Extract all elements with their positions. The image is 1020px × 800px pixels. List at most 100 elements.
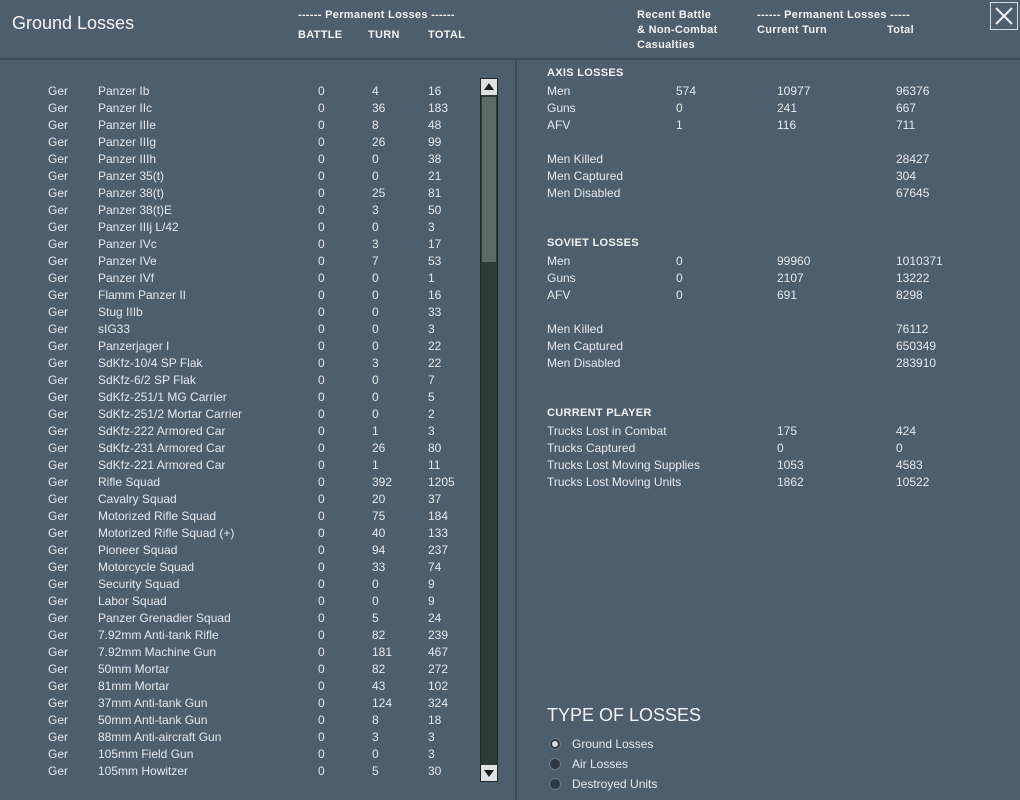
unit-name: Panzer IVf xyxy=(98,271,155,285)
total-losses: 467 xyxy=(428,645,449,659)
unit-name: Motorized Rifle Squad (+) xyxy=(98,526,235,540)
turn-losses: 0 xyxy=(372,339,379,353)
total-losses: 3 xyxy=(428,424,435,438)
total-losses: 4583 xyxy=(896,458,923,472)
total-losses: 2 xyxy=(428,407,435,421)
total-losses: 5 xyxy=(428,390,435,404)
recent-losses: 574 xyxy=(676,84,697,98)
loss-label: AFV xyxy=(547,118,571,132)
battle-losses: 0 xyxy=(318,424,325,438)
battle-losses: 0 xyxy=(318,237,325,251)
unit-name: Pioneer Squad xyxy=(98,543,178,557)
detail-label: Men Disabled xyxy=(547,186,621,200)
total-losses: 10522 xyxy=(896,475,930,489)
unit-name: Panzer 35(t) xyxy=(98,169,165,183)
turn-losses: 94 xyxy=(372,543,386,557)
nation: Ger xyxy=(48,611,69,625)
divider xyxy=(515,60,517,800)
close-icon xyxy=(995,7,1013,25)
option-label[interactable]: Destroyed Units xyxy=(572,777,658,791)
battle-losses: 0 xyxy=(318,509,325,523)
turn-losses: 0 xyxy=(372,390,379,404)
total-losses: 239 xyxy=(428,628,449,642)
battle-losses: 0 xyxy=(318,645,325,659)
column-header: Recent Battle xyxy=(637,9,712,21)
unit-name: 88mm Anti-aircraft Gun xyxy=(98,730,222,744)
turn-losses: 691 xyxy=(777,288,798,302)
detail-total: 283910 xyxy=(896,356,937,370)
unit-name: SdKfz-221 Armored Car xyxy=(98,458,226,472)
unit-name: Rifle Squad xyxy=(98,475,161,489)
section-title: CURRENT PLAYER xyxy=(547,407,652,419)
unit-name: 81mm Mortar xyxy=(98,679,170,693)
battle-losses: 0 xyxy=(318,492,325,506)
loss-label: Guns xyxy=(547,101,576,115)
total-losses: 667 xyxy=(896,101,917,115)
unit-name: 37mm Anti-tank Gun xyxy=(98,696,208,710)
unit-name: 105mm Field Gun xyxy=(98,747,194,761)
radio-button[interactable] xyxy=(549,778,561,790)
unit-name: 7.92mm Anti-tank Rifle xyxy=(98,628,219,642)
unit-name: Labor Squad xyxy=(98,594,167,608)
battle-losses: 0 xyxy=(318,441,325,455)
section-title: AXIS LOSSES xyxy=(547,67,624,79)
battle-losses: 0 xyxy=(318,271,325,285)
scrollbar[interactable] xyxy=(480,78,498,782)
total-losses: 183 xyxy=(428,101,449,115)
unit-name: Motorcycle Squad xyxy=(98,560,195,574)
battle-losses: 0 xyxy=(318,764,325,778)
total-losses: 96376 xyxy=(896,84,930,98)
battle-losses: 0 xyxy=(318,254,325,268)
nation: Ger xyxy=(48,237,69,251)
turn-losses: 20 xyxy=(372,492,386,506)
unit-name: Panzer IIc xyxy=(98,101,153,115)
battle-losses: 0 xyxy=(318,594,325,608)
truck-label: Trucks Lost Moving Supplies xyxy=(547,458,700,472)
turn-losses: 8 xyxy=(372,118,379,132)
total-losses: 24 xyxy=(428,611,442,625)
unit-name: Motorized Rifle Squad xyxy=(98,509,217,523)
option-label[interactable]: Air Losses xyxy=(572,757,629,771)
total-losses: 9 xyxy=(428,594,435,608)
turn-losses: 0 xyxy=(372,407,379,421)
total-losses: 3 xyxy=(428,747,435,761)
unit-name: Panzer IIIh xyxy=(98,152,157,166)
total-losses: 1205 xyxy=(428,475,455,489)
loss-label: Men xyxy=(547,84,571,98)
total-losses: 1 xyxy=(428,271,435,285)
battle-losses: 0 xyxy=(318,288,325,302)
close-button[interactable] xyxy=(990,2,1018,30)
turn-losses: 124 xyxy=(372,696,393,710)
scroll-down[interactable] xyxy=(481,765,497,781)
nation: Ger xyxy=(48,356,69,370)
unit-name: Cavalry Squad xyxy=(98,492,177,506)
turn-losses: 1053 xyxy=(777,458,804,472)
total-losses: 80 xyxy=(428,441,442,455)
detail-total: 650349 xyxy=(896,339,937,353)
total-losses: 53 xyxy=(428,254,442,268)
turn-losses: 33 xyxy=(372,560,386,574)
battle-losses: 0 xyxy=(318,101,325,115)
nation: Ger xyxy=(48,373,69,387)
scroll-up[interactable] xyxy=(481,79,497,95)
turn-losses: 3 xyxy=(372,356,379,370)
battle-losses: 0 xyxy=(318,169,325,183)
battle-losses: 0 xyxy=(318,373,325,387)
turn-losses: 3 xyxy=(372,730,379,744)
nation: Ger xyxy=(48,135,69,149)
nation: Ger xyxy=(48,730,69,744)
turn-losses: 0 xyxy=(372,169,379,183)
turn-losses: 1 xyxy=(372,458,379,472)
nation: Ger xyxy=(48,288,69,302)
radio-button[interactable] xyxy=(549,758,561,770)
radio-button[interactable] xyxy=(549,738,561,750)
battle-losses: 0 xyxy=(318,305,325,319)
scroll-thumb[interactable] xyxy=(482,97,496,262)
column-header: Total xyxy=(887,24,914,36)
battle-losses: 0 xyxy=(318,84,325,98)
nation: Ger xyxy=(48,220,69,234)
unit-name: SdKfz-222 Armored Car xyxy=(98,424,226,438)
nation: Ger xyxy=(48,764,69,778)
option-label[interactable]: Ground Losses xyxy=(572,737,654,751)
total-losses: 3 xyxy=(428,220,435,234)
